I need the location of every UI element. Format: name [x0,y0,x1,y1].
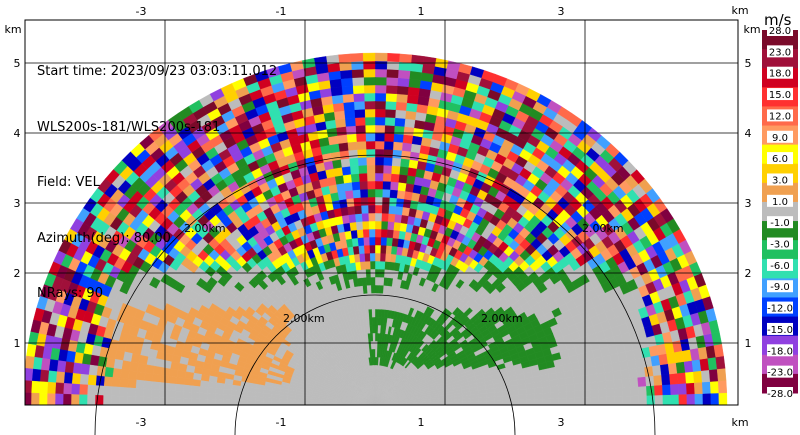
colorbar-label: -28.0 [767,389,793,400]
colorbar-label: 23.0 [769,47,791,58]
colorbar-label: -3.0 [770,240,790,251]
y-tick-right: 2 [745,267,752,280]
colorbar-label: 12.0 [769,111,791,122]
colorbar-label: 9.0 [772,133,788,144]
y-unit-right: km [743,23,760,36]
y-tick-right: 1 [745,337,752,350]
colorbar-label: 1.0 [772,197,788,208]
colorbar-label: 6.0 [772,154,788,165]
y-tick-right: 4 [745,127,752,140]
x-tick-top: 1 [418,5,425,18]
colorbar-label: -15.0 [767,325,793,336]
range-ring-label: 2.00km [184,222,226,235]
y-tick-left: 5 [14,57,21,70]
colorbar-label-bg [767,109,793,122]
x-tick-bottom: -1 [276,416,287,429]
y-tick-left: 4 [14,127,21,140]
range-ring-label: 2.00km [481,312,523,325]
colorbar-label-bg [767,237,793,250]
colorbar-label-bg [767,301,793,314]
range-ring-label: 2.00km [283,312,325,325]
colorbar-label-bg [767,24,793,36]
colorbar-label: 15.0 [769,90,791,101]
range-ring-label: 2.00km [582,222,624,235]
y-tick-left: 2 [14,267,21,280]
y-tick-left: 3 [14,197,21,210]
colorbar-label-bg [767,365,793,378]
colorbar-label-bg [767,344,793,357]
colorbar-label-bg [767,322,793,335]
x-tick-bottom: 3 [558,416,565,429]
grid-lines [25,20,738,405]
colorbar-label-bg [767,88,793,101]
colorbar-label-bg [767,216,793,229]
colorbar-label: 3.0 [772,175,788,186]
colorbar-label: -9.0 [770,282,790,293]
colorbar-label: -6.0 [770,261,790,272]
scan-info: Start time: 2023/09/23 03:03:11.012 WLS2… [37,26,277,322]
colorbar-label: -1.0 [770,218,790,229]
colorbar-label-bg [767,130,793,143]
colorbar-label-bg [767,173,793,186]
y-tick-right: 3 [745,197,752,210]
x-tick-bottom: 1 [418,416,425,429]
colorbar-label: 28.0 [769,26,791,37]
axis-ticks: -3 -3 -1 -1 1 1 3 3 1 1 2 2 3 3 4 4 5 5 km km km km [4,4,760,429]
colorbar-unit: m/s [764,11,792,29]
x-tick-top: -1 [276,5,287,18]
colorbar-label: -23.0 [767,368,793,379]
x-tick-top: 3 [558,5,565,18]
colorbar-label-bg [767,66,793,79]
colorbar-label-bg [767,280,793,293]
colorbar-label-bg [767,152,793,165]
colorbar: 28.0 23.0 18.0 15.0 12.0 9.0 6.0 3.0 1.0 -1.0 -3.0… [762,24,798,400]
azimuth-label: Azimuth(deg): 80.00 [37,230,171,246]
nrays-label: NRays: 90 [37,286,103,301]
velocity-sweep [25,52,728,405]
colorbar-label-bg [767,258,793,271]
y-unit-left: km [4,23,21,36]
plot-frame [24,19,739,406]
x-tick-top: -3 [136,5,147,18]
y-tick-left: 1 [14,337,21,350]
y-tick-right: 5 [745,57,752,70]
instrument-label: WLS200s-181/WLS200s-181 [37,119,221,135]
colorbar-label: -12.0 [767,304,793,315]
colorbar-label-bg [767,194,793,207]
colorbar-label-bg [767,387,793,399]
range-rings: 2.00km 2.00km 2.00km 2.00km [94,154,656,435]
colorbar-label-bg [767,45,793,58]
x-tick-bottom: -3 [136,416,147,429]
start-time-label: Start time: 2023/09/23 03:03:11.012 [37,64,278,79]
colorbar-label: -18.0 [767,346,793,357]
field-label: Field: VEL [37,175,100,190]
x-unit-bottom: km [731,416,748,429]
x-unit-top: km [731,4,748,17]
colorbar-label: 18.0 [769,69,791,80]
